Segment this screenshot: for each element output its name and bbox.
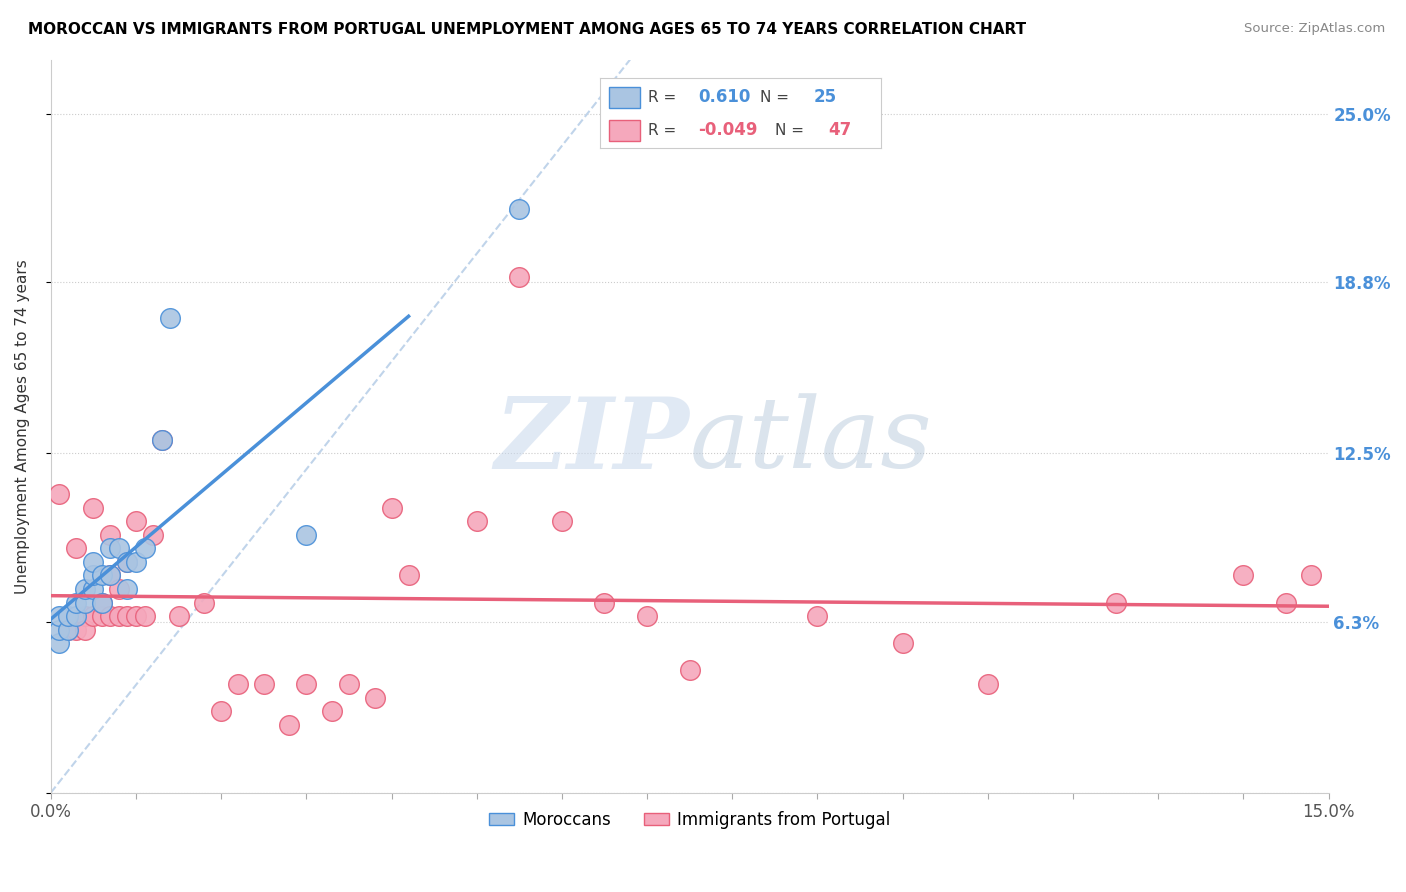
Point: [65, 609, 87, 624]
Point: [551, 514, 574, 528]
Point: [108, 541, 131, 556]
Point: [636, 609, 658, 624]
Point: [209, 704, 232, 718]
Point: [891, 636, 914, 650]
Point: [65, 541, 87, 556]
Point: [321, 704, 343, 718]
Point: [1301, 568, 1323, 582]
Point: [125, 609, 148, 624]
Point: [100, 527, 122, 541]
Point: [278, 718, 301, 732]
Point: [125, 514, 148, 528]
Point: [508, 269, 530, 284]
Point: [91, 568, 114, 582]
Text: MOROCCAN VS IMMIGRANTS FROM PORTUGAL UNEMPLOYMENT AMONG AGES 65 TO 74 YEARS CORR: MOROCCAN VS IMMIGRANTS FROM PORTUGAL UNE…: [28, 22, 1026, 37]
Point: [82, 500, 104, 515]
Point: [100, 568, 122, 582]
Point: [134, 609, 156, 624]
Point: [108, 582, 131, 596]
Legend: Moroccans, Immigrants from Portugal: Moroccans, Immigrants from Portugal: [482, 805, 897, 836]
Point: [82, 568, 104, 582]
Point: [1275, 596, 1298, 610]
Point: [398, 568, 420, 582]
Point: [117, 555, 139, 569]
Point: [73, 623, 96, 637]
Point: [142, 527, 165, 541]
Point: [56, 623, 79, 637]
Point: [465, 514, 488, 528]
Point: [91, 596, 114, 610]
Point: [48, 487, 70, 501]
Point: [977, 677, 1000, 691]
Point: [117, 609, 139, 624]
Point: [363, 690, 385, 705]
Point: [125, 555, 148, 569]
Point: [82, 555, 104, 569]
Point: [56, 623, 79, 637]
Point: [593, 596, 616, 610]
Point: [679, 664, 702, 678]
Point: [337, 677, 360, 691]
Text: atlas: atlas: [690, 393, 932, 489]
Point: [806, 609, 828, 624]
Text: ZIP: ZIP: [495, 392, 690, 489]
Point: [48, 623, 70, 637]
Point: [253, 677, 276, 691]
Point: [1232, 568, 1254, 582]
Y-axis label: Unemployment Among Ages 65 to 74 years: Unemployment Among Ages 65 to 74 years: [15, 259, 30, 593]
Point: [150, 433, 173, 447]
Point: [56, 609, 79, 624]
Point: [73, 596, 96, 610]
Text: Source: ZipAtlas.com: Source: ZipAtlas.com: [1244, 22, 1385, 36]
Point: [100, 541, 122, 556]
Point: [100, 568, 122, 582]
Point: [108, 609, 131, 624]
Point: [82, 582, 104, 596]
Point: [48, 609, 70, 624]
Point: [380, 500, 402, 515]
Point: [117, 582, 139, 596]
Point: [73, 609, 96, 624]
Point: [159, 310, 181, 325]
Point: [150, 433, 173, 447]
Point: [167, 609, 190, 624]
Point: [91, 596, 114, 610]
Point: [65, 596, 87, 610]
Point: [226, 677, 249, 691]
Point: [73, 582, 96, 596]
Point: [295, 677, 318, 691]
Point: [100, 609, 122, 624]
Point: [1104, 596, 1126, 610]
Point: [48, 636, 70, 650]
Point: [295, 527, 318, 541]
Point: [193, 596, 215, 610]
Point: [117, 555, 139, 569]
Point: [508, 202, 530, 216]
Point: [134, 541, 156, 556]
Point: [91, 609, 114, 624]
Point: [65, 623, 87, 637]
Point: [82, 609, 104, 624]
